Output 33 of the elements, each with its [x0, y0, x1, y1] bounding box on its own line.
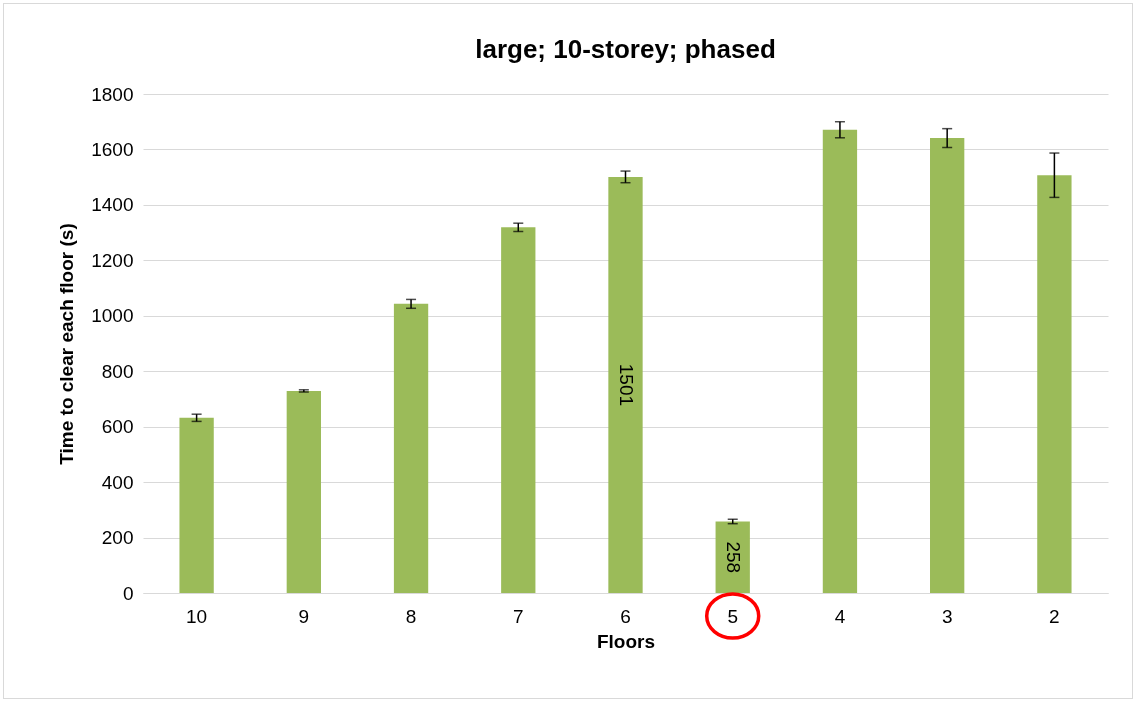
bar	[930, 138, 965, 593]
y-tick-label: 1600	[91, 138, 134, 160]
data-label: 258	[722, 541, 744, 574]
y-tick-label: 600	[101, 416, 134, 438]
y-tick-label: 800	[101, 360, 134, 382]
y-tick-label: 1000	[91, 305, 134, 327]
bar	[393, 303, 429, 593]
y-tick-label: 1200	[91, 249, 134, 271]
x-tick-label: 3	[941, 605, 953, 627]
x-tick-label: 7	[512, 605, 524, 627]
bar	[286, 390, 321, 593]
y-axis-title: Time to clear each floor (s)	[56, 223, 78, 465]
y-tick-label: 200	[101, 527, 134, 549]
x-tick-label: 5	[727, 605, 739, 627]
x-axis-title: Floors	[596, 630, 656, 652]
y-tick-label: 400	[101, 471, 134, 493]
y-tick-label: 1400	[91, 194, 134, 216]
y-tick-label: 1800	[91, 83, 134, 105]
chart-title: large; 10-storey; phased	[475, 34, 776, 64]
data-label: 1501	[615, 363, 637, 407]
x-tick-label: 8	[405, 605, 417, 627]
x-tick-label: 9	[298, 605, 310, 627]
bar	[608, 176, 643, 593]
x-tick-label: 10	[186, 605, 208, 627]
bar	[501, 227, 536, 593]
bar	[1037, 175, 1072, 593]
bar	[715, 521, 750, 593]
bar	[179, 417, 214, 593]
y-tick-label: 0	[122, 582, 134, 604]
x-tick-label: 4	[834, 605, 846, 627]
x-tick-label: 6	[620, 605, 631, 627]
x-tick-label: 2	[1049, 605, 1060, 627]
bar	[822, 129, 858, 593]
